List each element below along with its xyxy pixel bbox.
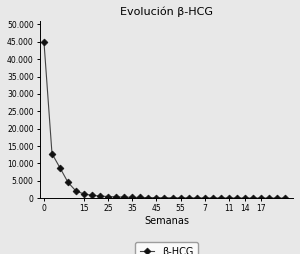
β-HCG — [211, 196, 214, 199]
β-HCG — [74, 190, 78, 193]
β-HCG — [235, 197, 238, 200]
β-HCG — [147, 196, 150, 199]
β-HCG — [195, 196, 198, 199]
β-HCG — [122, 196, 126, 199]
β-HCG — [259, 197, 263, 200]
β-HCG — [243, 197, 247, 200]
β-HCG — [283, 197, 287, 200]
β-HCG — [98, 195, 102, 198]
β-HCG — [187, 196, 190, 199]
β-HCG — [275, 197, 279, 200]
β-HCG — [82, 193, 86, 196]
β-HCG — [66, 181, 70, 184]
β-HCG — [106, 195, 110, 198]
β-HCG — [203, 196, 206, 199]
β-HCG — [130, 196, 134, 199]
β-HCG — [219, 196, 223, 199]
β-HCG — [115, 195, 118, 198]
β-HCG — [42, 40, 46, 43]
β-HCG — [90, 194, 94, 197]
β-HCG — [155, 196, 158, 199]
Title: Evolución β-HCG: Evolución β-HCG — [120, 7, 213, 18]
Legend: β-HCG: β-HCG — [135, 242, 198, 254]
β-HCG — [179, 196, 182, 199]
β-HCG — [227, 196, 231, 199]
X-axis label: Semanas: Semanas — [144, 216, 189, 226]
β-HCG — [267, 197, 271, 200]
β-HCG — [251, 197, 255, 200]
β-HCG — [139, 196, 142, 199]
β-HCG — [50, 152, 54, 155]
Line: β-HCG: β-HCG — [41, 39, 287, 200]
β-HCG — [171, 196, 174, 199]
β-HCG — [58, 166, 62, 169]
β-HCG — [163, 196, 166, 199]
